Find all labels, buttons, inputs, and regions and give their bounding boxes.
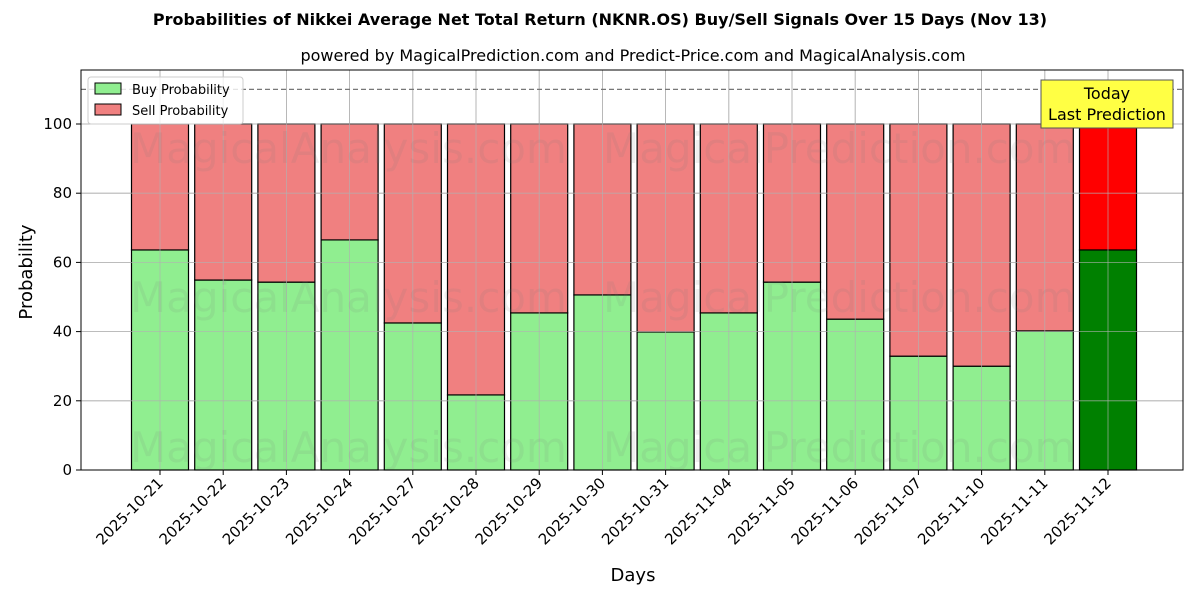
x-axis: 2025-10-212025-10-222025-10-232025-10-24… — [92, 470, 1115, 548]
y-axis-label: Probability — [16, 224, 37, 319]
x-tick-label: 2025-10-29 — [472, 474, 546, 548]
legend: Buy Probability Sell Probability — [87, 76, 244, 125]
y-tick-label: 40 — [53, 323, 72, 341]
x-tick-label: 2025-11-06 — [788, 474, 862, 548]
chart-title: Probabilities of Nikkei Average Net Tota… — [152, 10, 1048, 29]
chart-subtitle: powered by MagicalPrediction.com and Pre… — [300, 46, 966, 65]
annotation-line1: Today — [1083, 84, 1130, 103]
x-tick-label: 2025-11-12 — [1040, 474, 1114, 548]
watermark-text: MagicalAnalysis.com — [130, 124, 567, 173]
x-tick-label: 2025-10-31 — [598, 474, 672, 548]
legend-sell-swatch — [94, 103, 122, 116]
legend-buy-label: Buy Probability — [132, 83, 230, 98]
watermark-text: MagicalPrediction.com — [603, 124, 1076, 173]
x-tick-label: 2025-11-11 — [977, 474, 1051, 548]
legend-buy-swatch — [94, 82, 122, 95]
x-tick-label: 2025-11-04 — [661, 474, 735, 548]
watermark-text: MagicalPrediction.com — [603, 423, 1076, 472]
x-tick-label: 2025-10-23 — [219, 474, 293, 548]
x-tick-label: 2025-11-10 — [914, 474, 988, 548]
watermark-text: MagicalAnalysis.com — [130, 423, 567, 472]
x-axis-label: Days — [611, 565, 656, 586]
plot-frame — [80, 69, 1184, 471]
x-tick-label: 2025-10-27 — [345, 474, 419, 548]
watermark-text: MagicalAnalysis.com — [130, 273, 567, 322]
watermarks: MagicalAnalysis.com MagicalPrediction.com… — [130, 124, 1076, 472]
y-axis: 0 20 40 60 80 100 — [43, 115, 81, 479]
y-tick-label: 100 — [43, 115, 72, 133]
y-tick-label: 0 — [62, 461, 72, 479]
x-tick-label: 2025-10-28 — [408, 474, 482, 548]
x-tick-label: 2025-11-05 — [724, 474, 798, 548]
x-tick-label: 2025-10-22 — [156, 474, 230, 548]
x-tick-label: 2025-10-21 — [92, 474, 166, 548]
y-tick-label: 80 — [53, 184, 72, 202]
watermark-text: MagicalPrediction.com — [603, 273, 1076, 322]
annotation-line2: Last Prediction — [1048, 105, 1166, 124]
today-annotation: Today Last Prediction — [1040, 79, 1174, 129]
y-tick-label: 60 — [53, 253, 72, 271]
x-tick-label: 2025-11-07 — [851, 474, 925, 548]
y-tick-label: 20 — [53, 392, 72, 410]
legend-sell-label: Sell Probability — [132, 104, 229, 119]
x-tick-label: 2025-10-30 — [535, 474, 609, 548]
bars-group — [81, 70, 1183, 471]
x-tick-label: 2025-10-24 — [282, 474, 356, 548]
